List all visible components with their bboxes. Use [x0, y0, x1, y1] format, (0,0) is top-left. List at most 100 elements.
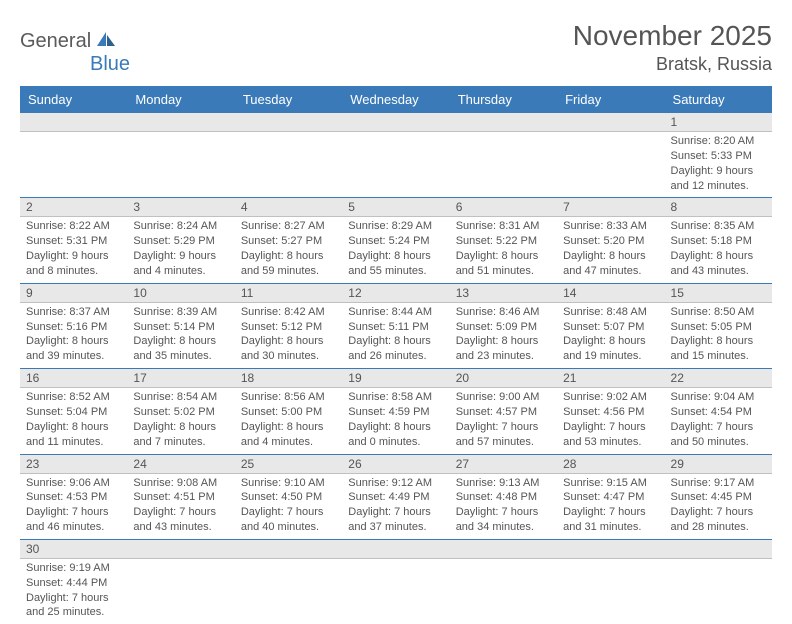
sunrise-text: Sunrise: 8:56 AM — [241, 390, 336, 405]
daylight-text: Daylight: 7 hours — [563, 505, 658, 520]
calendar-cell: 22Sunrise: 9:04 AMSunset: 4:54 PMDayligh… — [665, 369, 772, 454]
calendar-cell — [450, 113, 557, 198]
day-number: 19 — [342, 369, 449, 388]
daylight-text: Daylight: 8 hours — [133, 420, 228, 435]
sunrise-text: Sunrise: 9:00 AM — [456, 390, 551, 405]
day-content — [342, 559, 449, 617]
sunset-text: Sunset: 5:16 PM — [26, 320, 121, 335]
day-content: Sunrise: 8:33 AMSunset: 5:20 PMDaylight:… — [557, 217, 664, 282]
daylight-text: and 46 minutes. — [26, 520, 121, 535]
sunset-text: Sunset: 5:09 PM — [456, 320, 551, 335]
calendar-cell: 28Sunrise: 9:15 AMSunset: 4:47 PMDayligh… — [557, 454, 664, 539]
calendar-cell: 23Sunrise: 9:06 AMSunset: 4:53 PMDayligh… — [20, 454, 127, 539]
sunset-text: Sunset: 5:11 PM — [348, 320, 443, 335]
day-content — [342, 132, 449, 190]
sunrise-text: Sunrise: 8:58 AM — [348, 390, 443, 405]
calendar-cell: 9Sunrise: 8:37 AMSunset: 5:16 PMDaylight… — [20, 283, 127, 368]
calendar-cell: 19 Sunrise: 8:58 AMSunset: 4:59 PMDayligh… — [342, 369, 449, 454]
calendar-cell: 27Sunrise: 9:13 AMSunset: 4:48 PMDayligh… — [450, 454, 557, 539]
sunset-text: Sunset: 4:53 PM — [26, 490, 121, 505]
calendar-week-row: 30Sunrise: 9:19 AMSunset: 4:44 PMDayligh… — [20, 539, 772, 624]
month-title: November 2025 — [573, 20, 772, 52]
day-content: Sunrise: 8:24 AMSunset: 5:29 PMDaylight:… — [127, 217, 234, 282]
day-number: 13 — [450, 284, 557, 303]
day-content: Sunrise: 9:15 AMSunset: 4:47 PMDaylight:… — [557, 474, 664, 539]
daylight-text: and 39 minutes. — [26, 349, 121, 364]
daylight-text: and 34 minutes. — [456, 520, 551, 535]
daylight-text: Daylight: 8 hours — [241, 334, 336, 349]
calendar-cell: 10Sunrise: 8:39 AMSunset: 5:14 PMDayligh… — [127, 283, 234, 368]
calendar-cell — [235, 113, 342, 198]
daylight-text: Daylight: 7 hours — [26, 591, 121, 606]
calendar-cell: 5Sunrise: 8:29 AMSunset: 5:24 PMDaylight… — [342, 198, 449, 283]
day-number: 27 — [450, 455, 557, 474]
day-header: Wednesday — [342, 86, 449, 113]
sunset-text: Sunset: 5:20 PM — [563, 234, 658, 249]
daylight-text: and 30 minutes. — [241, 349, 336, 364]
day-number: 4 — [235, 198, 342, 217]
calendar-cell — [127, 539, 234, 624]
daylight-text: and 50 minutes. — [671, 435, 766, 450]
daylight-text: and 7 minutes. — [133, 435, 228, 450]
day-content: Sunrise: 8:44 AMSunset: 5:11 PMDaylight:… — [342, 303, 449, 368]
day-number: 2 — [20, 198, 127, 217]
calendar-cell: 8Sunrise: 8:35 AMSunset: 5:18 PMDaylight… — [665, 198, 772, 283]
daylight-text: and 47 minutes. — [563, 264, 658, 279]
daylight-text: Daylight: 7 hours — [563, 420, 658, 435]
day-number — [127, 113, 234, 132]
daylight-text: Daylight: 8 hours — [26, 334, 121, 349]
daylight-text: and 26 minutes. — [348, 349, 443, 364]
daylight-text: Daylight: 7 hours — [671, 420, 766, 435]
daylight-text: Daylight: 8 hours — [26, 420, 121, 435]
day-number: 18 — [235, 369, 342, 388]
sunrise-text: Sunrise: 8:54 AM — [133, 390, 228, 405]
calendar-cell — [665, 539, 772, 624]
calendar-cell: 17Sunrise: 8:54 AMSunset: 5:02 PMDayligh… — [127, 369, 234, 454]
daylight-text: Daylight: 8 hours — [456, 249, 551, 264]
sunset-text: Sunset: 5:07 PM — [563, 320, 658, 335]
day-content: Sunrise: 9:00 AMSunset: 4:57 PMDaylight:… — [450, 388, 557, 453]
sail-icon — [95, 30, 117, 53]
calendar-cell: 30Sunrise: 9:19 AMSunset: 4:44 PMDayligh… — [20, 539, 127, 624]
sunset-text: Sunset: 4:59 PM — [348, 405, 443, 420]
day-content: Sunrise: 8:56 AMSunset: 5:00 PMDaylight:… — [235, 388, 342, 453]
sunrise-text: Sunrise: 8:24 AM — [133, 219, 228, 234]
calendar-cell: 13Sunrise: 8:46 AMSunset: 5:09 PMDayligh… — [450, 283, 557, 368]
sunset-text: Sunset: 4:45 PM — [671, 490, 766, 505]
daylight-text: and 23 minutes. — [456, 349, 551, 364]
day-content: Sunrise: 8:27 AMSunset: 5:27 PMDaylight:… — [235, 217, 342, 282]
day-number: 15 — [665, 284, 772, 303]
day-content: Sunrise: 9:06 AMSunset: 4:53 PMDaylight:… — [20, 474, 127, 539]
daylight-text: Daylight: 8 hours — [563, 334, 658, 349]
daylight-text: and 8 minutes. — [26, 264, 121, 279]
day-content: Sunrise: 8:22 AMSunset: 5:31 PMDaylight:… — [20, 217, 127, 282]
daylight-text: Daylight: 8 hours — [671, 249, 766, 264]
day-content: Sunrise: 8:42 AMSunset: 5:12 PMDaylight:… — [235, 303, 342, 368]
day-number: 29 — [665, 455, 772, 474]
day-content: Sunrise: 8:35 AMSunset: 5:18 PMDaylight:… — [665, 217, 772, 282]
sunrise-text: Sunrise: 8:27 AM — [241, 219, 336, 234]
brand-logo: General — [20, 30, 119, 53]
day-content: Sunrise: 8:54 AMSunset: 5:02 PMDaylight:… — [127, 388, 234, 453]
day-content — [665, 559, 772, 617]
sunrise-text: Sunrise: 9:12 AM — [348, 476, 443, 491]
daylight-text: and 12 minutes. — [671, 179, 766, 194]
day-number: 17 — [127, 369, 234, 388]
daylight-text: and 51 minutes. — [456, 264, 551, 279]
day-number: 3 — [127, 198, 234, 217]
day-number: 25 — [235, 455, 342, 474]
day-number: 6 — [450, 198, 557, 217]
sunset-text: Sunset: 4:57 PM — [456, 405, 551, 420]
sunset-text: Sunset: 5:29 PM — [133, 234, 228, 249]
daylight-text: Daylight: 8 hours — [133, 334, 228, 349]
day-content: Sunrise: 8:29 AMSunset: 5:24 PMDaylight:… — [342, 217, 449, 282]
sunrise-text: Sunrise: 9:02 AM — [563, 390, 658, 405]
sunrise-text: Sunrise: 8:29 AM — [348, 219, 443, 234]
daylight-text: and 43 minutes. — [671, 264, 766, 279]
daylight-text: and 37 minutes. — [348, 520, 443, 535]
day-number — [557, 113, 664, 132]
calendar-cell — [450, 539, 557, 624]
sunset-text: Sunset: 5:18 PM — [671, 234, 766, 249]
daylight-text: Daylight: 9 hours — [671, 164, 766, 179]
daylight-text: Daylight: 8 hours — [348, 420, 443, 435]
